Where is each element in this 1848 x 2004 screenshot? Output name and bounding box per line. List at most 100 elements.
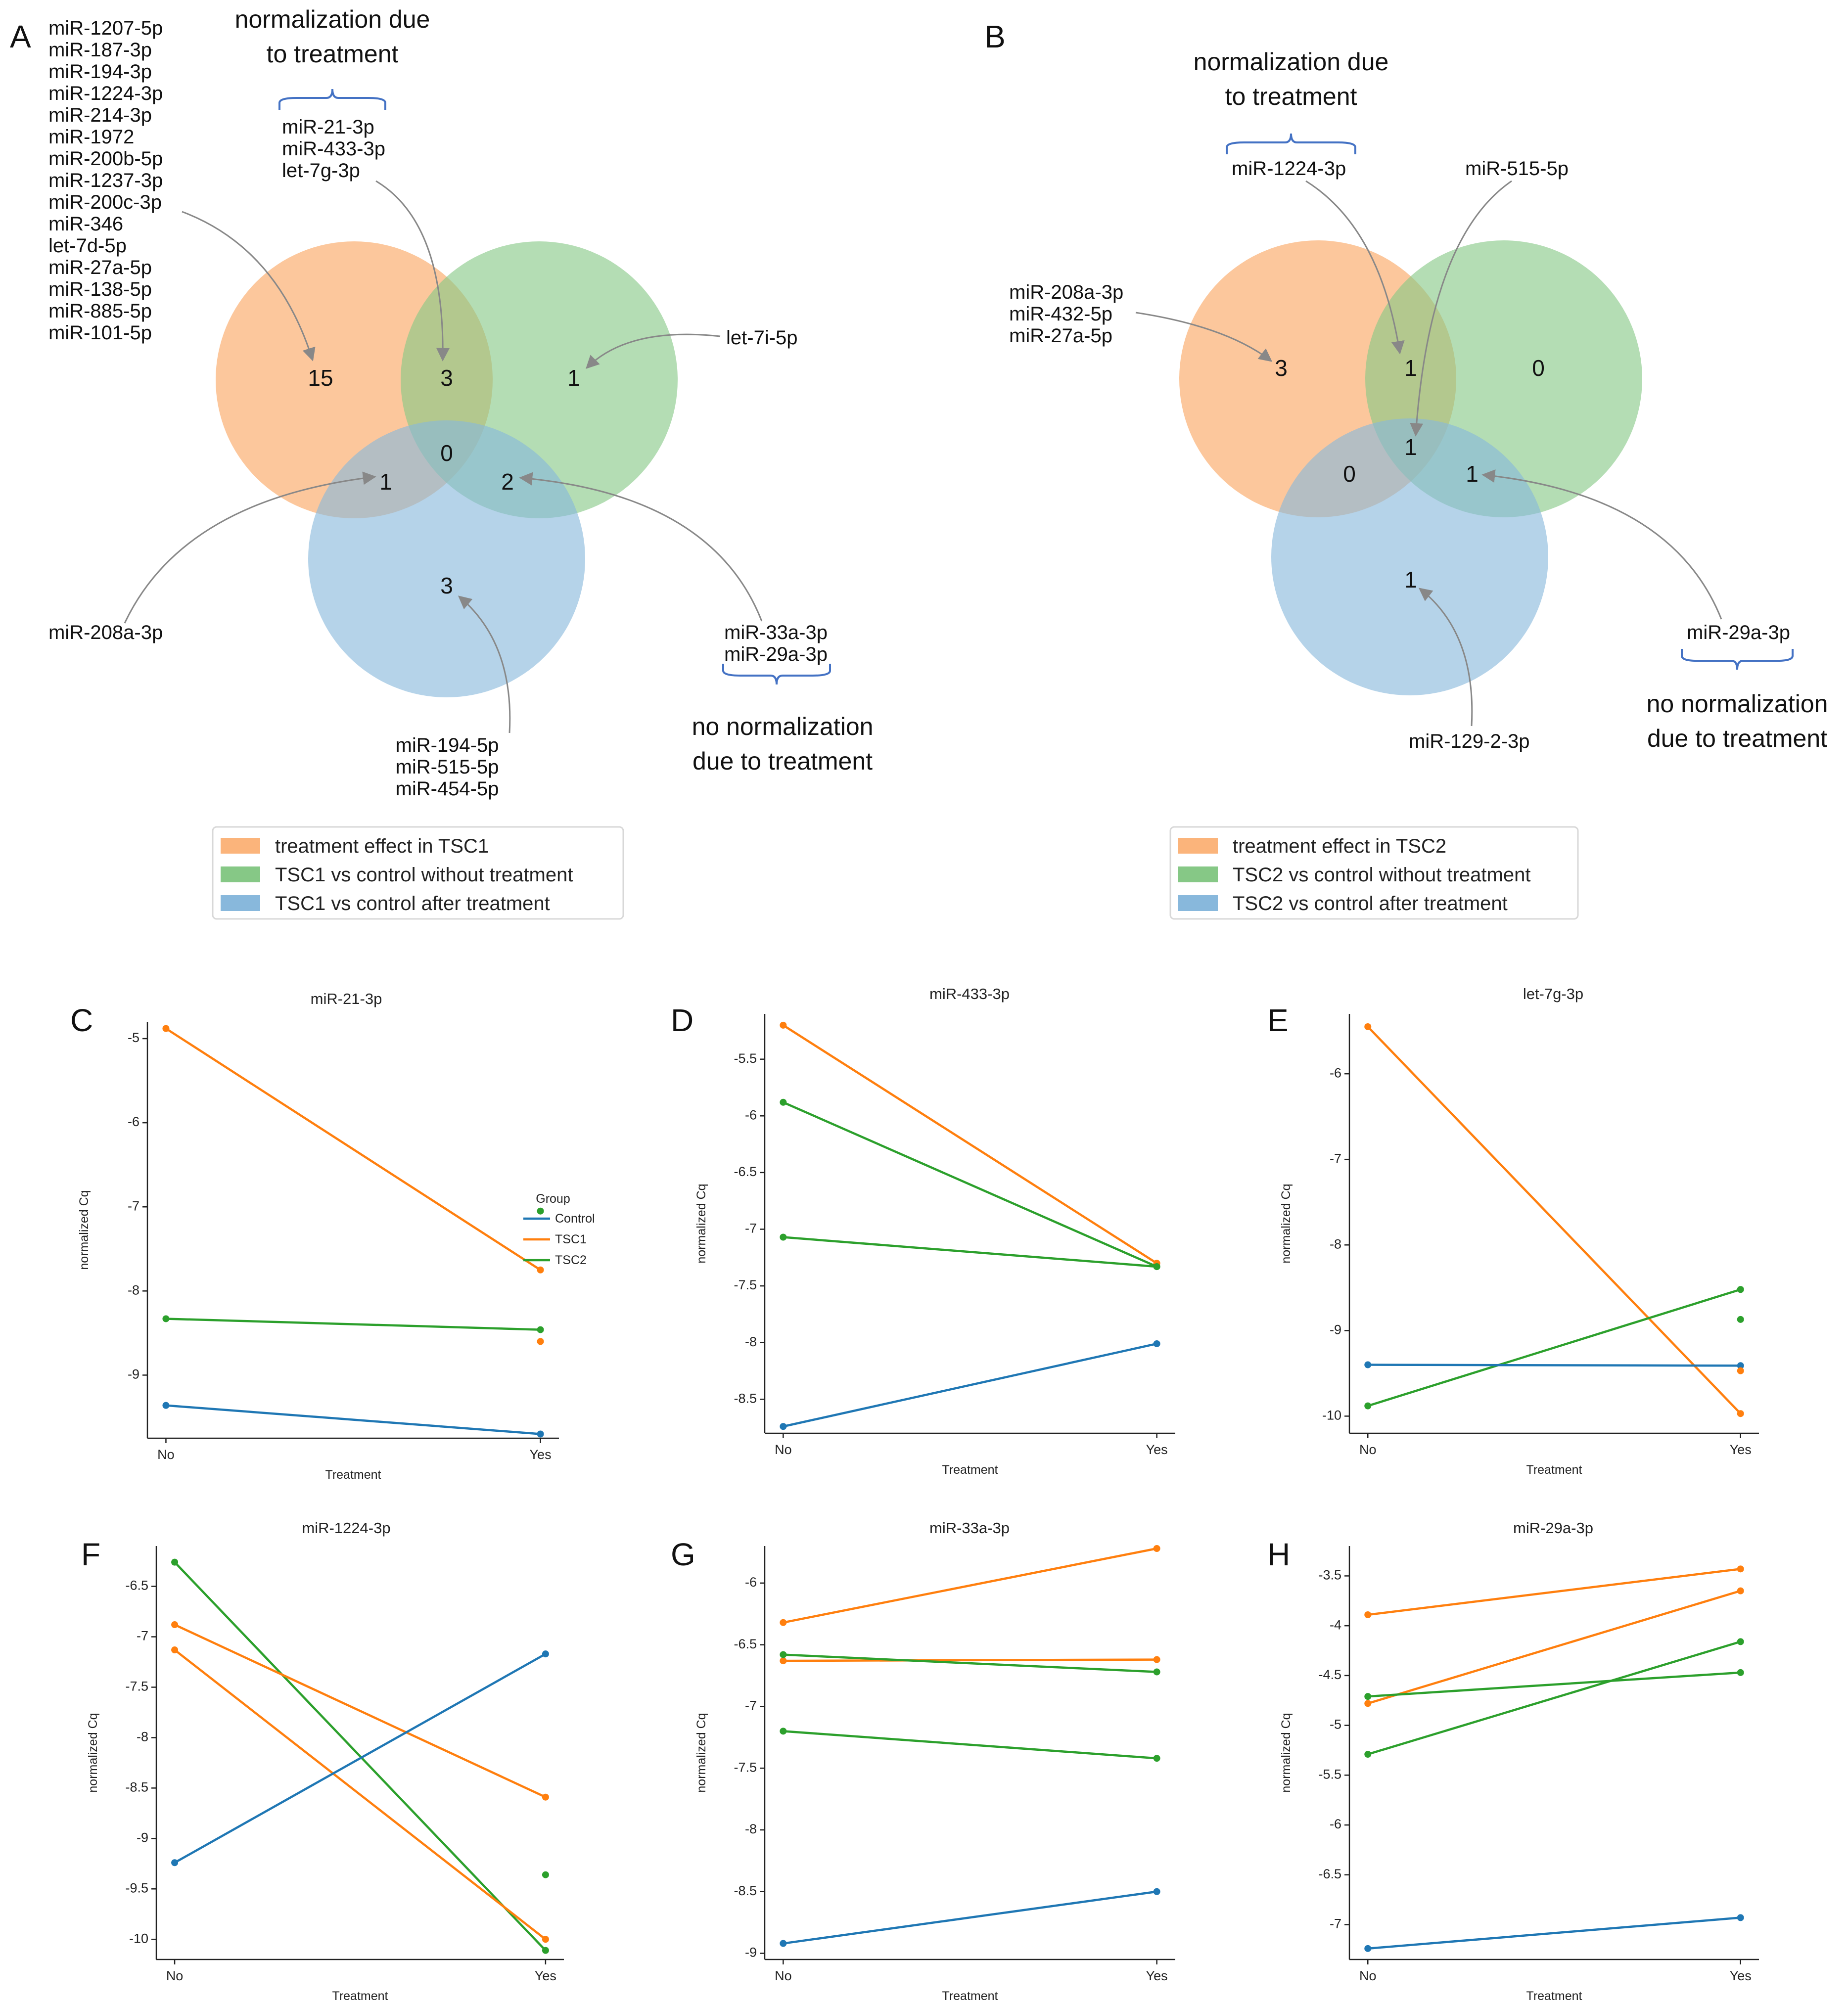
y-tick-label-c: -6 (128, 1114, 139, 1129)
x-tick-label-d: No (775, 1442, 792, 1457)
y-tick-label-e: -7 (1330, 1151, 1341, 1166)
venn-list-item: miR-1224-3p (48, 83, 163, 104)
y-tick-label-h: -7 (1330, 1916, 1341, 1931)
venn-b-tsc2-green-list: miR-1224-3p (1232, 158, 1346, 180)
data-point-f-control (542, 1650, 549, 1658)
x-axis-label-c: Treatment (325, 1468, 381, 1482)
venn-a-legend-swatch-orange (221, 838, 260, 854)
panel-letter-c: C (70, 1002, 93, 1038)
data-point-e-tsc2 (1364, 1402, 1372, 1410)
x-tick-label-c: Yes (530, 1447, 552, 1462)
venn-b-normalization-brace (1226, 133, 1356, 154)
venn-a-legend-swatch-green (221, 866, 260, 882)
data-point-g-tsc1 (1153, 1656, 1160, 1663)
chart-title-c: miR-21-3p (311, 990, 382, 1007)
venn-list-item: miR-138-5p (48, 278, 152, 300)
data-point-g-tsc2 (1153, 1668, 1160, 1676)
chart-legend-entry: TSC1 (555, 1232, 587, 1246)
data-point-f-tsc2 (171, 1558, 179, 1566)
x-tick-label-c: No (157, 1447, 175, 1462)
series-line-d-tsc2 (783, 1236, 1157, 1268)
venn-a: A 15 3 1 0 1 2 3 normalization due to tr… (10, 5, 873, 920)
chart-title-d: miR-433-3p (929, 985, 1010, 1002)
series-line-h-tsc2 (1367, 1640, 1741, 1756)
y-tick-label-d: -8.5 (734, 1391, 757, 1406)
venn-list-item: miR-129-2-3p (1409, 730, 1530, 752)
venn-list-item: miR-101-5p (48, 322, 152, 344)
venn-list-item: miR-214-3p (48, 104, 152, 126)
venn-list-item: let-7d-5p (48, 235, 127, 257)
venn-list-item: miR-1224-3p (1232, 158, 1346, 180)
venn-list-item: miR-432-5p (1009, 303, 1112, 325)
venn-a-blue-only-list: miR-194-5p miR-515-5p miR-454-5p (396, 734, 499, 800)
y-tick-label-g: -8.5 (734, 1883, 757, 1898)
venn-a-arrow-green-blue (519, 472, 763, 622)
venn-list-item: miR-187-3p (48, 39, 152, 61)
series-line-d-control (783, 1342, 1157, 1428)
venn-b-blue-only-list: miR-129-2-3p (1409, 730, 1530, 752)
data-point-d-control (780, 1423, 787, 1430)
venn-b-tsc2-only-list: miR-208a-3p miR-432-5p miR-27a-5p (1009, 281, 1123, 347)
venn-b-count-tsc2-green: 1 (1404, 355, 1417, 381)
series-line-e-tsc1 (1367, 1026, 1742, 1414)
y-tick-label-g: -9 (745, 1945, 757, 1960)
venn-list-item: miR-1207-5p (48, 17, 163, 39)
venn-a-count-tsc1-green: 3 (440, 365, 453, 391)
series-line-f-tsc1 (174, 1649, 547, 1940)
panel-letter-e: E (1267, 1002, 1289, 1038)
venn-a-normalization-brace (278, 89, 386, 110)
y-tick-label-c: -8 (128, 1282, 139, 1297)
data-point-e-control (1364, 1361, 1372, 1368)
data-point-e-tsc1 (1737, 1410, 1744, 1417)
venn-b-legend-box (1169, 826, 1579, 920)
x-axis-label-d: Treatment (942, 1463, 998, 1477)
y-axis-label-f: normalized Cq (86, 1713, 100, 1792)
chart-title-f: miR-1224-3p (302, 1519, 390, 1537)
venn-b-legend-swatch-green (1178, 866, 1218, 882)
x-tick-label-f: No (166, 1968, 184, 1983)
venn-b-legend-label-3: TSC2 vs control after treatment (1233, 893, 1508, 914)
y-tick-label-g: -7 (745, 1698, 757, 1713)
y-tick-label-h: -6 (1330, 1817, 1341, 1831)
y-tick-label-h: -6.5 (1318, 1867, 1341, 1881)
venn-list-item: miR-1972 (48, 126, 134, 148)
venn-list-item: miR-194-5p (396, 734, 499, 756)
data-point-g-tsc2 (780, 1651, 787, 1658)
venn-b-legend-swatch-orange (1178, 838, 1218, 854)
panel-letter-h: H (1267, 1537, 1290, 1572)
data-point-h-control (1737, 1914, 1744, 1921)
venn-a-tsc1-only-list: miR-1207-5p miR-187-3p miR-194-3p miR-1224-… (48, 17, 163, 344)
data-point-e-tsc2 (1737, 1316, 1744, 1323)
venn-b-no-normalization-brace (1681, 649, 1794, 670)
data-point-c-control (537, 1430, 544, 1438)
y-tick-label-h: -5 (1330, 1717, 1341, 1732)
y-tick-label-g: -8 (745, 1822, 757, 1836)
panel-letter-d: D (671, 1002, 693, 1038)
y-tick-label-e: -10 (1322, 1408, 1341, 1423)
venn-list-item: miR-433-3p (282, 138, 385, 160)
data-point-f-tsc1 (542, 1793, 549, 1801)
venn-list-item: miR-885-5p (48, 300, 152, 322)
venn-list-item: miR-346 (48, 213, 123, 235)
venn-list-item: miR-29a-3p (724, 643, 828, 665)
series-line-c-control (166, 1404, 541, 1435)
data-point-d-tsc2 (780, 1098, 787, 1106)
y-axis-label-d: normalized Cq (694, 1184, 708, 1263)
y-tick-label-h: -4.5 (1318, 1667, 1341, 1682)
data-point-g-tsc1 (780, 1657, 787, 1665)
venn-b: B 3 1 0 1 0 1 1 normalization due to tre… (984, 19, 1828, 920)
data-point-f-control (171, 1859, 179, 1867)
y-tick-label-f: -8 (137, 1730, 148, 1744)
data-point-h-tsc2 (1737, 1669, 1744, 1676)
series-line-e-tsc2 (1367, 1288, 1741, 1407)
venn-a-no-normalization-line2: due to treatment (693, 747, 873, 775)
y-tick-label-d: -6.5 (734, 1164, 757, 1179)
venn-b-circle-after-treatment (1271, 418, 1548, 695)
y-tick-label-c: -5 (128, 1030, 139, 1045)
y-tick-label-h: -5.5 (1318, 1767, 1341, 1781)
venn-a-legend-label-1: treatment effect in TSC1 (275, 835, 489, 857)
